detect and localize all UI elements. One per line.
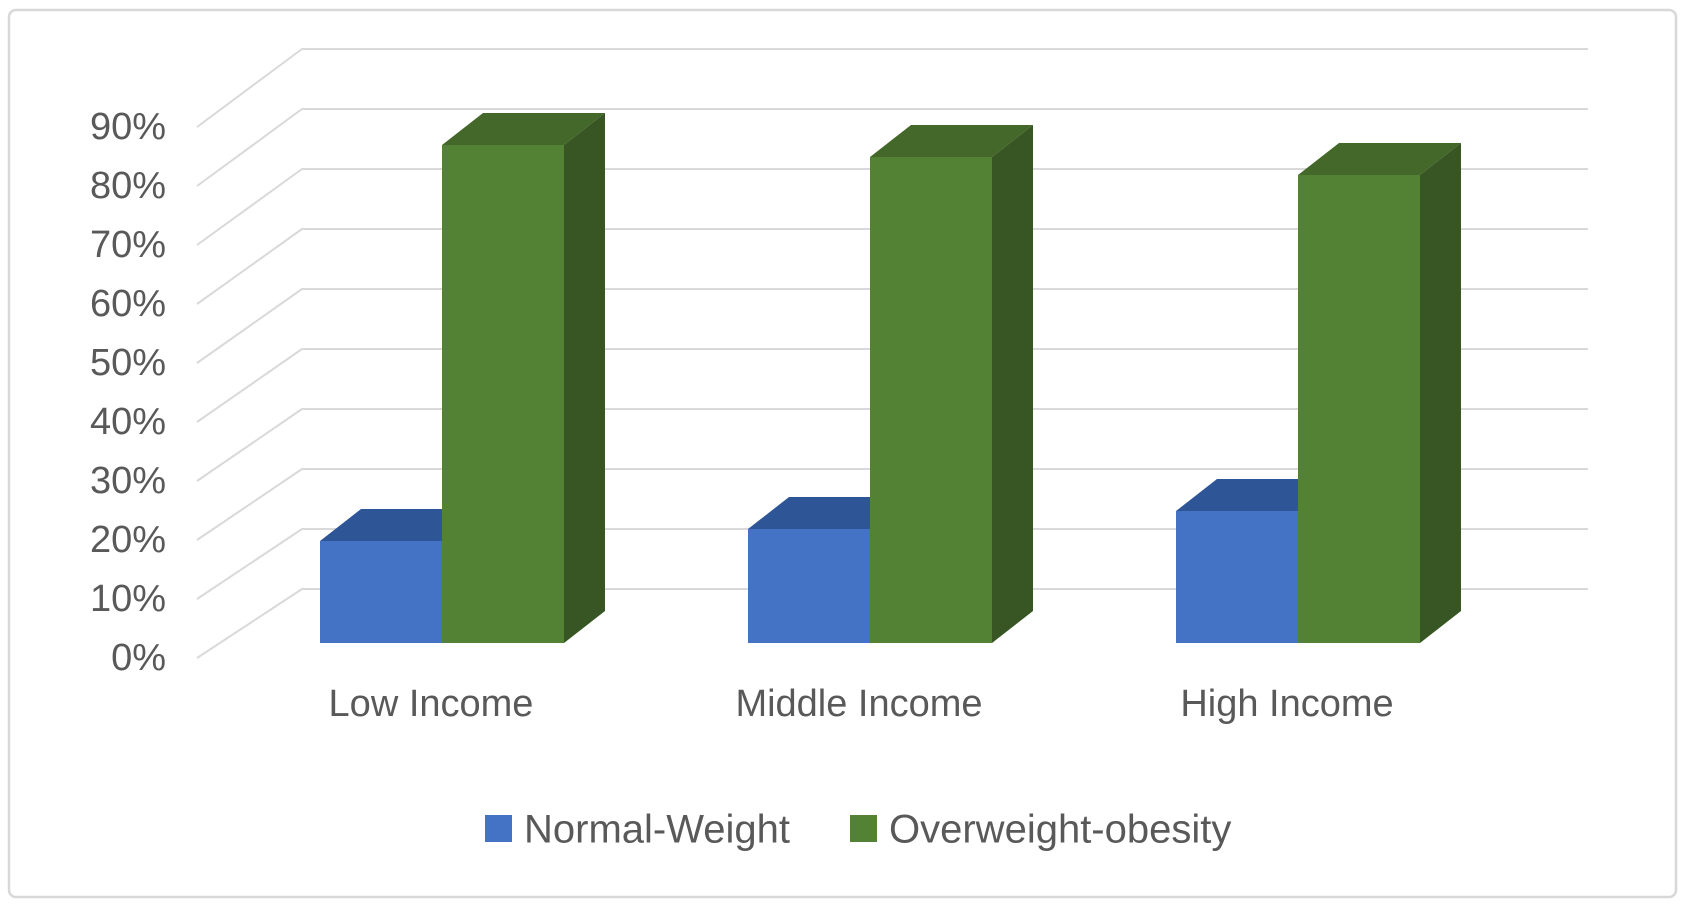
category-label-low-income: Low Income: [329, 683, 534, 725]
legend-marker-normal-weight: [485, 815, 512, 842]
legend-label-overweight-obesity: Overweight-obesity: [889, 808, 1231, 852]
bar-overweight-obesity-low-income-side-face: [564, 113, 605, 643]
category-label-middle-income: Middle Income: [735, 683, 982, 725]
legend-label-normal-weight: Normal-Weight: [524, 808, 790, 852]
y-tick-label-0pct: 0%: [111, 637, 166, 679]
gridline-50pct: [196, 288, 1588, 364]
gridline-60pct: [196, 228, 1588, 305]
gridline-10pct: [196, 528, 1588, 600]
bar-overweight-obesity-high-income-side-face: [1420, 143, 1461, 643]
bar-overweight-obesity-high-income-top-face: [1298, 143, 1461, 175]
bars: [320, 113, 1461, 643]
gridline-40pct: [196, 348, 1588, 423]
legend: Normal-Weight Overweight-obesity: [485, 808, 1231, 852]
y-tick-label-30pct: 30%: [90, 460, 166, 502]
y-axis-tick-labels: 0% 10% 20% 30% 40% 50% 60% 70% 80% 90%: [90, 106, 166, 679]
y-tick-label-80pct: 80%: [90, 165, 166, 207]
gridlines: [196, 48, 1588, 659]
bar-normal-weight-middle-income: [748, 529, 870, 643]
bar-overweight-obesity-low-income: [442, 145, 564, 643]
y-tick-label-40pct: 40%: [90, 401, 166, 443]
category-label-high-income: High Income: [1180, 683, 1393, 725]
gridline-90pct: [196, 48, 1588, 128]
y-tick-label-20pct: 20%: [90, 519, 166, 561]
bar-overweight-obesity-middle-income-side-face: [992, 125, 1033, 643]
bar-overweight-obesity-middle-income-top-face: [870, 125, 1033, 157]
y-tick-label-90pct: 90%: [90, 106, 166, 148]
bar-normal-weight-high-income: [1176, 511, 1298, 643]
gridline-30pct: [196, 408, 1588, 482]
gridline-0pct: [196, 588, 1588, 659]
y-tick-label-70pct: 70%: [90, 224, 166, 266]
bar-overweight-obesity-middle-income: [870, 157, 992, 643]
legend-marker-overweight-obesity: [850, 815, 877, 842]
bar-overweight-obesity-low-income-top-face: [442, 113, 605, 145]
gridline-20pct: [196, 468, 1588, 541]
y-tick-label-10pct: 10%: [90, 578, 166, 620]
y-tick-label-60pct: 60%: [90, 283, 166, 325]
bar-normal-weight-low-income: [320, 541, 442, 643]
chart-border: [7, 8, 1678, 899]
gridline-80pct: [196, 108, 1588, 187]
gridline-70pct: [196, 168, 1588, 246]
y-tick-label-50pct: 50%: [90, 342, 166, 384]
category-axis-labels: Low Income Middle Income High Income: [329, 683, 1394, 725]
bar-overweight-obesity-high-income: [1298, 175, 1420, 643]
